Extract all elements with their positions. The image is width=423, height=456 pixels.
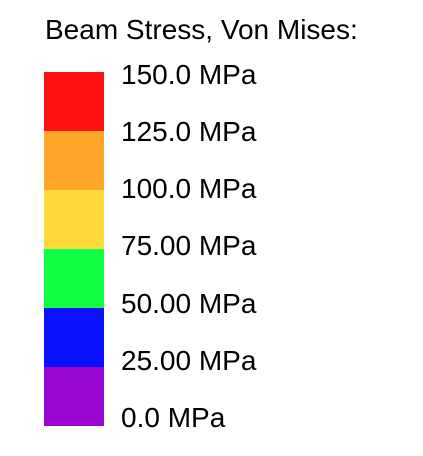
color-band-5 bbox=[44, 308, 104, 367]
color-band-1 bbox=[44, 72, 104, 131]
tick-label-100: 100.0 MPa bbox=[121, 173, 257, 204]
color-band-3 bbox=[44, 190, 104, 249]
tick-label-125: 125.0 MPa bbox=[121, 116, 257, 147]
color-band-2 bbox=[44, 131, 104, 190]
legend-title: Beam Stress, Von Mises: bbox=[45, 14, 358, 45]
color-band-4 bbox=[44, 249, 104, 308]
tick-label-75: 75.00 MPa bbox=[121, 230, 257, 261]
tick-label-0: 0.0 MPa bbox=[121, 402, 226, 433]
tick-label-50: 50.00 MPa bbox=[121, 288, 257, 319]
color-band-6 bbox=[44, 367, 104, 426]
tick-label-25: 25.00 MPa bbox=[121, 345, 257, 376]
tick-label-150: 150.0 MPa bbox=[121, 59, 257, 90]
